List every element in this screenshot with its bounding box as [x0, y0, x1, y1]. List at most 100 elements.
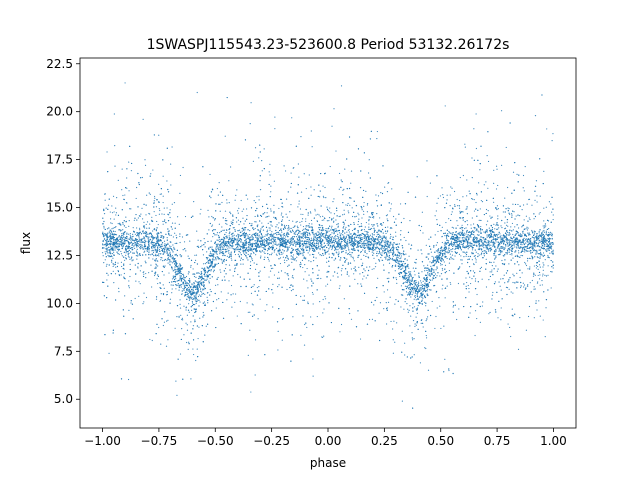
- data-point: [236, 315, 238, 317]
- data-point: [408, 243, 410, 245]
- data-point: [309, 244, 311, 247]
- data-point: [210, 270, 212, 272]
- data-point: [168, 255, 170, 257]
- data-point: [110, 235, 112, 237]
- data-point: [305, 257, 307, 259]
- data-point: [414, 274, 416, 276]
- data-point: [223, 229, 225, 231]
- data-point: [339, 331, 341, 333]
- data-point: [252, 160, 254, 162]
- data-point: [231, 259, 233, 261]
- data-point: [433, 269, 435, 271]
- data-point: [321, 228, 323, 231]
- data-point: [230, 166, 232, 168]
- data-point: [415, 280, 417, 282]
- data-point: [485, 208, 488, 211]
- data-point: [219, 240, 222, 242]
- data-point: [218, 223, 220, 225]
- data-point: [416, 293, 418, 295]
- data-point: [542, 273, 544, 275]
- data-point: [395, 264, 397, 266]
- data-point: [383, 291, 385, 293]
- data-point: [509, 229, 511, 231]
- data-point: [220, 271, 222, 273]
- data-point: [511, 222, 514, 225]
- data-point: [122, 235, 124, 237]
- data-point: [441, 249, 443, 251]
- data-point: [188, 303, 190, 305]
- data-point: [192, 291, 194, 293]
- data-point: [298, 236, 300, 238]
- data-point: [349, 251, 351, 253]
- data-point: [517, 348, 520, 351]
- data-point: [290, 172, 292, 174]
- data-point: [127, 253, 129, 255]
- data-point: [113, 218, 115, 220]
- data-point: [363, 205, 365, 207]
- data-point: [362, 278, 364, 280]
- data-point: [183, 285, 186, 288]
- data-point: [541, 284, 544, 286]
- data-point: [527, 227, 529, 229]
- data-point: [292, 254, 295, 256]
- data-point: [468, 287, 470, 290]
- data-point: [544, 225, 546, 227]
- data-point: [471, 259, 473, 261]
- data-point: [195, 284, 197, 287]
- data-point: [162, 260, 164, 262]
- data-point: [323, 196, 325, 199]
- data-point: [521, 246, 523, 248]
- data-point: [176, 284, 178, 287]
- data-point: [138, 240, 140, 242]
- data-point: [145, 223, 147, 226]
- data-point: [497, 218, 499, 220]
- data-point: [329, 165, 331, 168]
- data-point: [319, 248, 321, 251]
- data-point: [275, 253, 278, 255]
- data-point: [236, 249, 238, 251]
- data-point: [168, 281, 171, 284]
- data-point: [291, 251, 294, 253]
- data-point: [466, 281, 468, 284]
- data-point: [387, 259, 389, 261]
- data-point: [175, 274, 177, 276]
- data-point: [154, 260, 156, 262]
- data-point: [445, 251, 447, 253]
- data-point: [518, 264, 520, 266]
- data-point: [335, 228, 337, 230]
- data-point: [163, 259, 165, 261]
- data-point: [135, 197, 137, 200]
- data-point: [361, 209, 363, 211]
- data-point: [215, 258, 217, 260]
- data-point: [144, 227, 146, 229]
- data-point: [526, 260, 529, 262]
- data-point: [124, 194, 126, 196]
- data-point: [131, 246, 133, 249]
- data-point: [183, 295, 186, 297]
- data-point: [269, 227, 271, 229]
- data-point: [376, 234, 379, 236]
- data-point: [214, 256, 217, 259]
- data-point: [215, 248, 217, 250]
- data-point: [350, 182, 352, 184]
- data-point: [339, 215, 341, 217]
- data-point: [154, 259, 156, 261]
- data-point: [475, 230, 477, 232]
- data-point: [110, 230, 113, 233]
- data-point: [410, 279, 412, 281]
- data-point: [337, 249, 339, 251]
- data-point: [399, 275, 401, 278]
- data-point: [439, 195, 442, 197]
- data-point: [542, 252, 545, 254]
- data-point: [245, 244, 247, 246]
- data-point: [413, 270, 415, 272]
- data-point: [522, 282, 524, 284]
- data-point: [331, 248, 333, 251]
- data-point: [387, 258, 389, 260]
- data-point: [322, 236, 325, 238]
- data-point: [402, 278, 404, 280]
- data-point: [129, 234, 131, 236]
- data-point: [427, 271, 429, 274]
- data-point: [227, 292, 229, 294]
- data-point: [295, 221, 297, 223]
